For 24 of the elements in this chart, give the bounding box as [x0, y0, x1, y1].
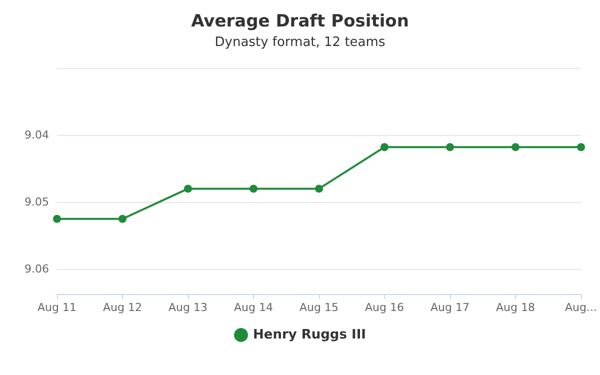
x-tick-label: Aug 13 — [168, 301, 208, 314]
x-tick-label: Aug 12 — [103, 301, 142, 314]
legend-label: Henry Ruggs III — [252, 328, 366, 342]
point — [250, 184, 258, 193]
x-tick-label: Aug... — [565, 301, 597, 314]
y-tick-label: 9.05 — [24, 196, 49, 209]
y-tick-label: 9.04 — [24, 128, 49, 142]
point — [53, 214, 61, 223]
x-tick-label: Aug 15 — [300, 301, 338, 314]
point — [118, 214, 126, 223]
point — [184, 184, 192, 193]
chart-title: Average Draft Position — [191, 12, 409, 32]
x-tick-label: Aug 11 — [38, 301, 76, 314]
x-tick-label: Aug 16 — [365, 301, 404, 314]
point — [380, 143, 389, 152]
point — [315, 184, 324, 193]
chart-subtitle: Dynasty format, 12 teams — [214, 35, 386, 50]
point — [446, 143, 454, 152]
y-tick-label: 9.06 — [24, 262, 49, 276]
point — [512, 143, 520, 152]
x-tick-label: Aug 14 — [234, 301, 273, 314]
x-tick-label: Aug 18 — [496, 301, 536, 314]
x-tick-label: Aug 17 — [430, 301, 470, 314]
point — [577, 143, 586, 152]
